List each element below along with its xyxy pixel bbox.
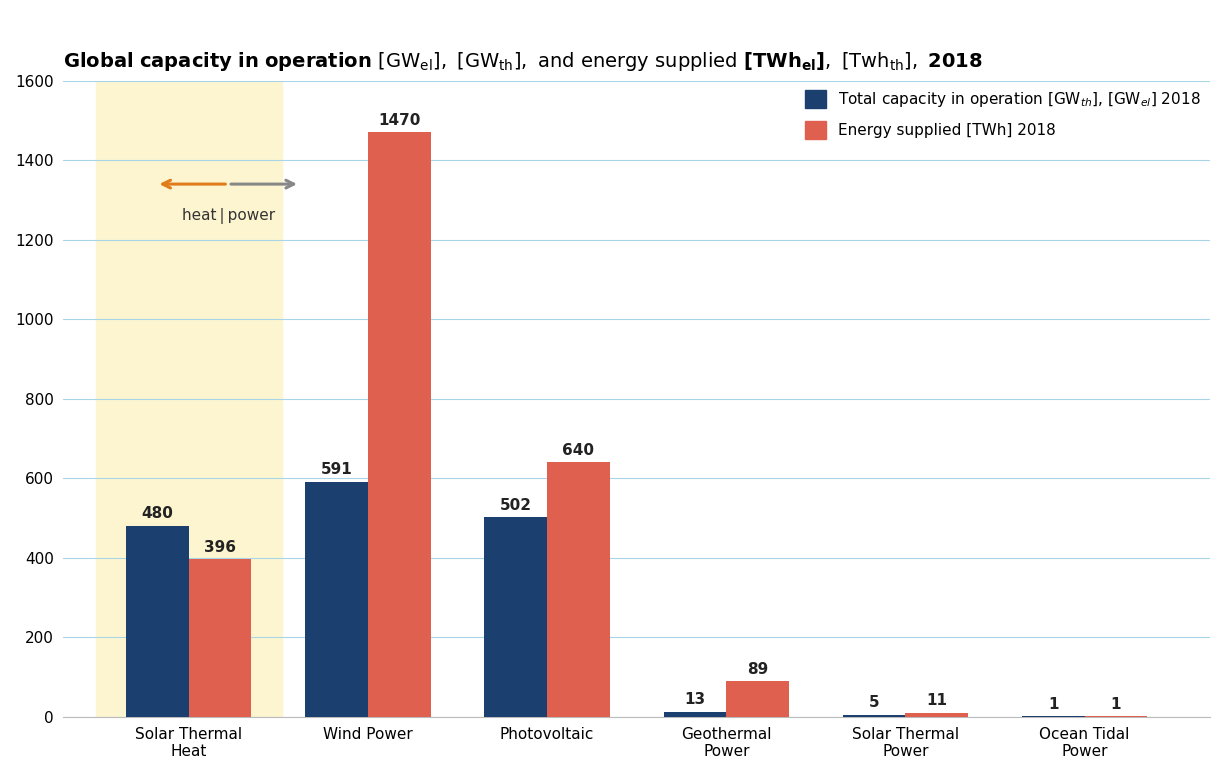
Text: $\mathbf{Global\ capacity\ in\ operation}$$\rm{\ [GW_{el}],\ [GW_{th}],\ and\ en: $\mathbf{Global\ capacity\ in\ operation… bbox=[64, 50, 982, 73]
Text: 480: 480 bbox=[141, 506, 174, 521]
Text: 89: 89 bbox=[747, 662, 768, 676]
Bar bbox=[484, 517, 548, 717]
Text: 640: 640 bbox=[562, 443, 594, 457]
Bar bbox=[189, 560, 251, 717]
Text: heat | power: heat | power bbox=[181, 208, 274, 224]
Bar bbox=[96, 80, 282, 717]
Bar bbox=[126, 526, 189, 717]
Text: 1: 1 bbox=[1047, 697, 1058, 712]
Text: 5: 5 bbox=[869, 695, 880, 710]
Text: 502: 502 bbox=[500, 498, 532, 512]
Bar bbox=[305, 482, 367, 717]
Bar bbox=[843, 715, 905, 717]
Text: 1470: 1470 bbox=[379, 113, 420, 128]
Bar bbox=[726, 681, 789, 717]
Bar bbox=[368, 132, 431, 717]
Bar bbox=[664, 712, 726, 717]
Text: 11: 11 bbox=[926, 693, 947, 707]
Legend: Total capacity in operation [GW$_{th}$], [GW$_{el}$] 2018, Energy supplied [TWh]: Total capacity in operation [GW$_{th}$],… bbox=[799, 84, 1207, 145]
Bar bbox=[905, 713, 968, 717]
Text: 396: 396 bbox=[205, 539, 236, 555]
Text: 13: 13 bbox=[685, 692, 706, 707]
Text: 591: 591 bbox=[321, 462, 353, 477]
Bar bbox=[548, 462, 610, 717]
Text: 1: 1 bbox=[1111, 697, 1121, 712]
